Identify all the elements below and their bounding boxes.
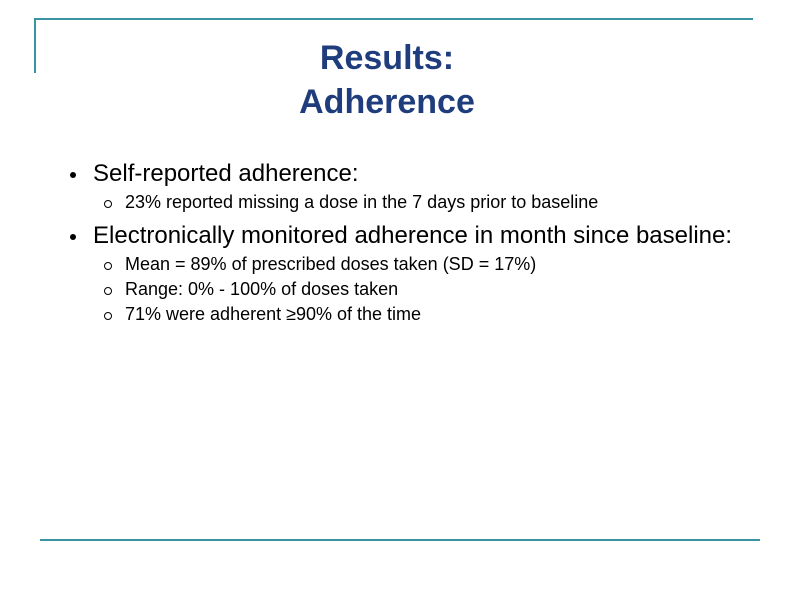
side-rule bbox=[34, 18, 36, 73]
bullet-group: Self-reported adherence: 23% reported mis… bbox=[60, 157, 760, 215]
bullet-group: Electronically monitored adherence in mo… bbox=[60, 219, 760, 327]
sub-bullet: 23% reported missing a dose in the 7 day… bbox=[60, 190, 760, 215]
title-line: Adherence bbox=[299, 83, 475, 121]
bullet: Self-reported adherence: bbox=[60, 157, 760, 190]
bullet: Electronically monitored adherence in mo… bbox=[60, 219, 760, 252]
sub-bullet: 71% were adherent ≥90% of the time bbox=[60, 302, 760, 327]
slide-title: Results: Adherence bbox=[180, 36, 594, 124]
top-rule bbox=[35, 18, 753, 20]
bottom-rule bbox=[40, 539, 760, 541]
bullet-list: Self-reported adherence: 23% reported mis… bbox=[60, 157, 760, 331]
sub-bullet: Range: 0% - 100% of doses taken bbox=[60, 277, 760, 302]
sub-bullet: Mean = 89% of prescribed doses taken (SD… bbox=[60, 252, 760, 277]
title-line: Results: bbox=[319, 39, 455, 77]
